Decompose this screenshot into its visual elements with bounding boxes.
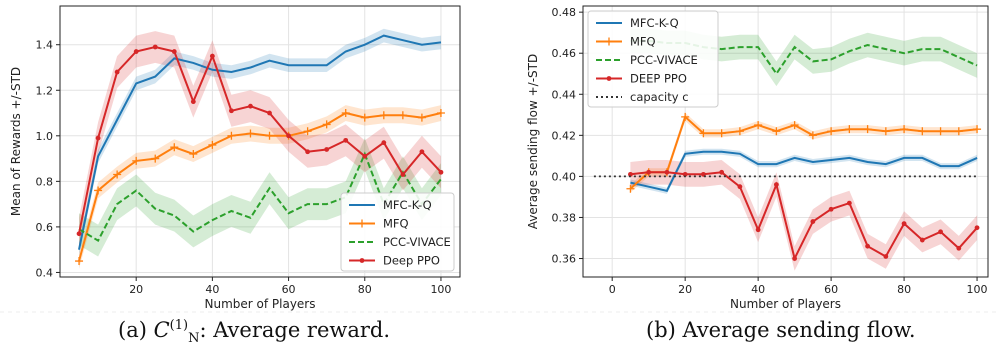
data-point — [792, 256, 797, 261]
data-point — [153, 45, 158, 50]
legend-label: MFC-K-Q — [630, 16, 679, 30]
data-point — [324, 147, 329, 152]
data-point — [400, 172, 405, 177]
caption-b: (b) Average sending flow. — [646, 318, 916, 342]
data-point — [210, 54, 215, 59]
data-point — [829, 207, 834, 212]
data-point — [115, 70, 120, 75]
data-point — [229, 108, 234, 113]
data-point — [96, 136, 101, 141]
data-point — [883, 254, 888, 259]
data-point — [956, 246, 961, 251]
y-tick-label: 1.0 — [36, 130, 54, 143]
x-tick-label: 40 — [205, 283, 219, 296]
y-tick-label: 0.48 — [552, 6, 577, 19]
legend-label: MFQ — [630, 35, 656, 49]
x-tick-label: 60 — [824, 283, 838, 296]
legend: MFC-K-Q MFQ PCC-VIVACE Deep PPO — [341, 193, 454, 271]
x-tick-label: 20 — [678, 283, 692, 296]
x-axis-label: Number of Players — [205, 297, 316, 311]
data-point — [191, 99, 196, 104]
legend-marker — [607, 76, 612, 81]
legend-label: MFC-K-Q — [383, 198, 432, 212]
data-point — [756, 227, 761, 232]
y-axis-label: Mean of Rewards +/-STD — [9, 67, 23, 216]
caption-a: (a) C(1)N: Average reward. — [118, 318, 390, 346]
legend-label: MFQ — [383, 217, 409, 231]
data-point — [665, 170, 670, 175]
y-axis-label: Average sending flow +/-STD — [526, 54, 540, 229]
y-tick-label: 1.4 — [36, 39, 54, 52]
y-tick-label: 0.8 — [36, 175, 54, 188]
data-point — [938, 229, 943, 234]
y-tick-label: 0.4 — [36, 266, 54, 279]
y-tick-label: 0.6 — [36, 221, 54, 234]
y-tick-label: 0.36 — [552, 253, 577, 266]
y-tick-label: 0.40 — [552, 170, 577, 183]
data-point — [305, 149, 310, 154]
x-axis-label: Number of Players — [730, 297, 841, 311]
data-point — [774, 182, 779, 187]
data-point — [865, 244, 870, 249]
chart-a: 20 40 60 80 100 0.4 0.6 0.8 1.0 1.2 1.4 Number of P… — [9, 6, 460, 311]
data-point — [847, 201, 852, 206]
y-tick-label: 0.46 — [552, 47, 577, 60]
legend-label: Deep PPO — [383, 254, 440, 268]
y-tick-label: 0.38 — [552, 211, 577, 224]
data-point — [810, 219, 815, 224]
legend: MFC-K-Q MFQ PCC-VIVACE DEEP PPO capacity c — [588, 11, 718, 107]
x-tick-label: 80 — [358, 283, 372, 296]
data-point — [920, 238, 925, 243]
data-point — [975, 225, 980, 230]
data-point — [77, 231, 82, 236]
data-point — [343, 138, 348, 143]
data-point — [248, 104, 253, 109]
data-point — [267, 111, 272, 116]
data-point — [286, 133, 291, 138]
data-point — [902, 221, 907, 226]
data-point — [737, 184, 742, 189]
data-point — [172, 49, 177, 54]
data-point — [719, 170, 724, 175]
data-point — [134, 49, 139, 54]
x-tick-label: 40 — [751, 283, 765, 296]
data-point — [381, 140, 386, 145]
x-tick-label: 60 — [282, 283, 296, 296]
y-tick-label: 0.42 — [552, 129, 577, 142]
data-point — [439, 170, 444, 175]
y-tick-label: 0.44 — [552, 88, 577, 101]
x-tick-label: 20 — [129, 283, 143, 296]
legend-label: DEEP PPO — [630, 72, 687, 86]
x-tick-label: 100 — [967, 283, 988, 296]
legend-label: capacity c — [630, 90, 689, 104]
y-tick-label: 1.2 — [36, 84, 54, 97]
data-point — [646, 170, 651, 175]
legend-label: PCC-VIVACE — [630, 53, 698, 67]
legend-label: PCC-VIVACE — [383, 235, 451, 249]
x-tick-label: 80 — [897, 283, 911, 296]
x-tick-label: 100 — [430, 283, 451, 296]
chart-b: 0 20 40 60 80 100 0.36 0.38 0.40 0.42 0.44 0.46 0.48… — [526, 6, 988, 311]
data-point — [420, 149, 425, 154]
legend-marker — [360, 258, 365, 263]
x-tick-label: 0 — [609, 283, 616, 296]
data-point — [362, 154, 367, 159]
